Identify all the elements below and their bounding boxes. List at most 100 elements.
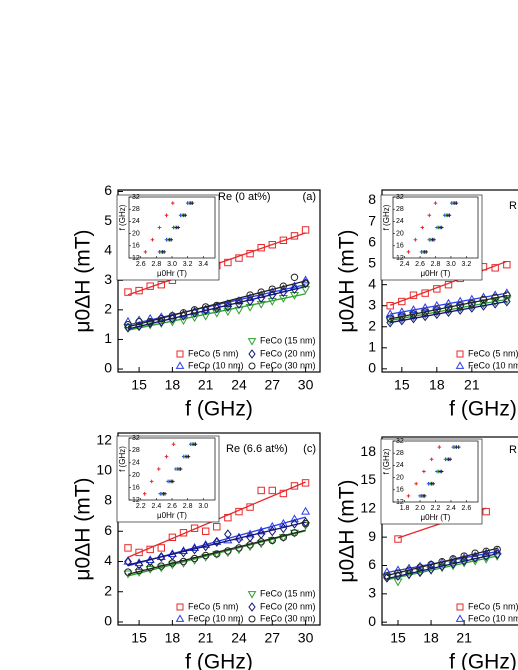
inset-point	[424, 250, 429, 254]
inset-point	[429, 457, 434, 462]
inset-x-tick-label: 2.2	[431, 505, 441, 512]
legend-marker	[175, 361, 185, 369]
data-point	[124, 568, 132, 576]
y-tick-label: 0	[368, 360, 376, 376]
data-point	[201, 551, 210, 560]
data-point	[503, 260, 511, 269]
inset-point	[183, 213, 188, 218]
inset-point	[439, 225, 444, 230]
data-point	[290, 284, 299, 295]
inset-y-tick-label: 16	[132, 243, 140, 250]
inset-y-label: f (GHz)	[118, 204, 127, 230]
inset: 12 16 20 24 28 32 2.2 2.4 2.6 2.8 3.0 μ0Hr (T) f (GH…	[116, 435, 220, 523]
data-point	[246, 503, 254, 511]
x-tick-label: 18	[165, 377, 181, 393]
data-point	[157, 544, 165, 552]
legend-label: FeCo (10 nm)	[468, 613, 518, 623]
data-point	[427, 564, 435, 575]
data-point	[156, 312, 166, 321]
inset-y-tick-label: 12	[132, 255, 140, 262]
data-point	[157, 315, 165, 323]
panel-title: R	[509, 444, 517, 456]
data-point	[257, 288, 265, 296]
inset-point	[456, 445, 461, 449]
data-point	[235, 544, 243, 552]
data-point	[235, 298, 243, 309]
x-tick-label: 21	[198, 377, 214, 393]
data-point	[168, 312, 177, 320]
data-point	[257, 538, 265, 546]
inset-point	[447, 213, 452, 218]
data-point	[212, 537, 222, 545]
inset-y-label: f (GHz)	[118, 446, 127, 472]
data-point	[157, 562, 165, 570]
legend-label: FeCo (20 nm)	[260, 348, 316, 358]
legend-label: FeCo (10 nm)	[188, 613, 244, 623]
legend-marker	[456, 603, 464, 611]
data-point	[438, 558, 446, 566]
data-point	[301, 279, 310, 287]
inset-x-tick-label: 2.0	[415, 505, 425, 512]
data-point	[212, 303, 221, 314]
inset-x-tick-label: 3.2	[183, 261, 193, 268]
y-tick-label: 0	[104, 613, 112, 629]
data-point	[212, 536, 221, 547]
fit-line	[386, 553, 498, 580]
legend-label: FeCo (30 nm)	[260, 360, 316, 370]
data-point	[393, 578, 403, 587]
y-tick-label: 0	[104, 360, 112, 376]
inset-x-label: μ0Hr (T)	[157, 269, 187, 278]
data-point	[433, 285, 441, 293]
inset-point	[164, 213, 169, 218]
data-point	[416, 567, 424, 578]
inset-point	[142, 492, 147, 496]
inset-point	[406, 494, 411, 498]
inset-point	[431, 481, 435, 486]
y-tick-label: 4	[104, 241, 112, 257]
legend-marker	[247, 591, 257, 599]
x-tick-label: 18	[423, 630, 439, 646]
data-point	[168, 533, 177, 542]
x-tick-label: 24	[231, 377, 247, 393]
panel-label: (c)	[303, 443, 316, 455]
data-point	[279, 287, 288, 298]
inset-x-tick-label: 2.4	[446, 505, 456, 512]
data-point	[224, 301, 232, 312]
data-point	[421, 289, 429, 297]
inset-y-tick-label: 20	[396, 474, 404, 481]
inset: 12 16 20 24 28 32 1.8 2.0 2.2 2.4 2.6 μ0Hr (T) f (GH…	[380, 438, 483, 525]
data-point	[268, 285, 276, 293]
inset-point	[422, 469, 426, 474]
data-point	[134, 569, 144, 577]
inset-y-tick-label: 12	[396, 255, 404, 262]
x-tick-label: 21	[456, 630, 472, 646]
data-point	[135, 566, 143, 575]
data-point	[213, 550, 221, 558]
inset-point	[420, 225, 425, 230]
inset-point	[162, 250, 166, 254]
inset-y-tick-label: 32	[132, 435, 140, 442]
data-point	[213, 301, 221, 310]
data-point	[394, 570, 402, 581]
legend-label: FeCo (5 nm)	[188, 348, 239, 358]
inset: 12 16 20 24 28 32 2.6 2.8 3.0 3.2 3.4 μ0Hr (T) f (GH…	[116, 194, 220, 281]
data-point	[482, 547, 490, 556]
inset-x-tick-label: 3.0	[167, 261, 177, 268]
data-point	[482, 507, 490, 516]
data-point	[124, 288, 132, 296]
inset-background	[380, 438, 483, 525]
data-point	[257, 293, 266, 303]
data-point	[301, 506, 311, 515]
legend-label: FeCo (15 nm)	[260, 588, 316, 598]
data-point	[289, 514, 300, 523]
data-point	[278, 518, 288, 527]
inset-x-tick-label: 2.6	[136, 261, 146, 268]
data-point	[179, 529, 188, 537]
data-point	[503, 296, 511, 307]
data-point	[178, 317, 189, 326]
data-point	[444, 280, 453, 289]
data-point	[479, 300, 488, 311]
y-tick-label: 12	[360, 500, 376, 516]
data-point	[135, 317, 143, 326]
data-point	[135, 559, 143, 570]
